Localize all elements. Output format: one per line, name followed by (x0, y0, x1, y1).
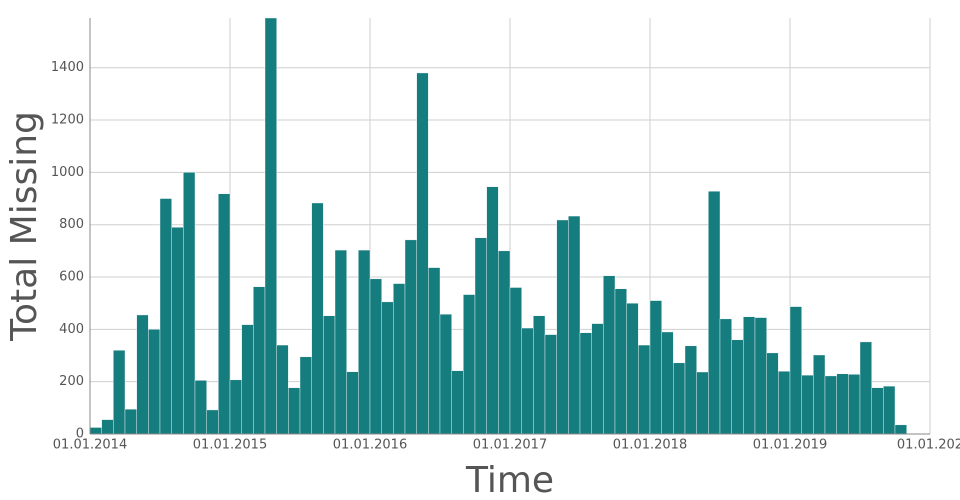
bar (696, 371, 709, 435)
bar (498, 250, 511, 435)
x-tick-label: 01.01.2015 (193, 438, 267, 453)
bar (171, 227, 184, 435)
bar (836, 373, 849, 435)
bar (288, 387, 301, 435)
bar (311, 202, 324, 435)
bar (369, 278, 382, 435)
bar (229, 379, 242, 435)
bar (614, 288, 627, 435)
bar (556, 219, 569, 435)
bar (439, 313, 452, 435)
bar (521, 327, 534, 435)
bar (393, 283, 406, 435)
bar (708, 191, 721, 435)
x-tick-label: 01.01.202 (897, 438, 960, 453)
bar (743, 316, 756, 435)
x-axis-title: Time (465, 460, 554, 500)
bar (416, 72, 429, 435)
y-axis-title: Total Missing (4, 111, 45, 342)
bar (719, 318, 732, 435)
bar (544, 334, 557, 435)
bar (241, 324, 254, 435)
x-tick-label: 01.01.2018 (613, 438, 687, 453)
bar (451, 370, 464, 435)
bar (428, 267, 441, 435)
bar (859, 341, 872, 435)
x-tick-label: 01.01.2017 (473, 438, 547, 453)
bar (486, 186, 499, 435)
y-tick-label: 1400 (51, 60, 84, 75)
bar (404, 239, 417, 435)
bar (603, 275, 616, 435)
bar (89, 427, 102, 435)
bar (824, 375, 837, 435)
bar (661, 331, 674, 435)
y-tick-label: 400 (59, 322, 84, 337)
bar (183, 172, 196, 435)
bar (813, 354, 826, 435)
bar (299, 356, 312, 435)
bar (789, 306, 802, 435)
bar (218, 193, 231, 435)
bar (626, 302, 639, 435)
bar (638, 344, 651, 435)
bar (264, 17, 277, 435)
bar (579, 332, 592, 435)
bar (848, 374, 861, 435)
bar (766, 352, 779, 435)
bar (194, 380, 207, 435)
y-tick-label: 1200 (51, 113, 84, 128)
bar (533, 315, 546, 435)
bar (801, 374, 814, 435)
bar (894, 424, 907, 435)
bar (731, 339, 744, 435)
bar (253, 286, 266, 435)
bar (871, 387, 884, 435)
bar (136, 314, 149, 435)
x-tick-label: 01.01.2019 (753, 438, 827, 453)
y-tick-label: 800 (59, 217, 84, 232)
x-tick-label: 01.01.2016 (333, 438, 407, 453)
y-tick-label: 0 (76, 427, 84, 442)
bar (883, 385, 896, 435)
bar (754, 317, 767, 435)
bar (346, 371, 359, 435)
bar (649, 300, 662, 435)
x-tick-label: 01.01.2014 (53, 438, 127, 453)
bar (684, 345, 697, 435)
bar (591, 323, 604, 435)
bar (381, 301, 394, 435)
y-tick-label: 200 (59, 374, 84, 389)
bar (358, 249, 371, 435)
bar (568, 215, 581, 435)
bar (778, 371, 791, 435)
bar (113, 350, 126, 435)
bar (124, 408, 137, 435)
bar (159, 198, 172, 435)
bar (334, 249, 347, 435)
bar (474, 237, 487, 435)
bar (206, 409, 219, 435)
bar (323, 315, 336, 435)
y-tick-label: 1000 (51, 165, 84, 180)
bar (101, 419, 114, 435)
bar (463, 294, 476, 435)
y-tick-label: 600 (59, 270, 84, 285)
bar (148, 329, 161, 435)
bar (673, 362, 686, 435)
bar (276, 344, 289, 435)
bar (509, 287, 522, 435)
